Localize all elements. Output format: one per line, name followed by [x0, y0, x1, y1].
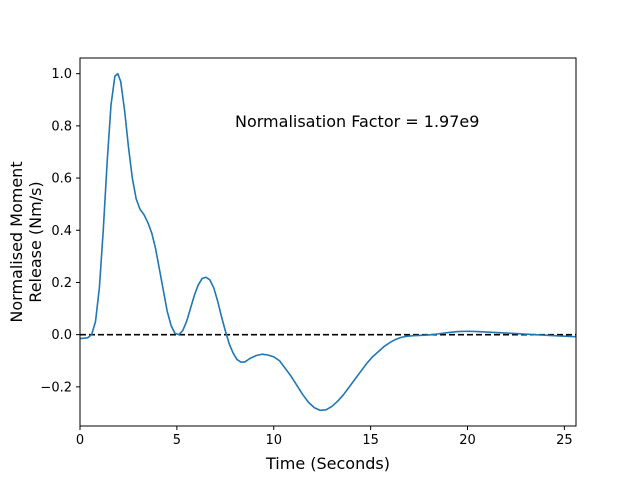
ticks-layer: 0 5 10 15 20 25 −0.2 0.0 0.2 0.4 0.6 0.8 1.0: [40, 67, 572, 448]
x-tick-label: 5: [173, 433, 181, 448]
y-axis-label: Normalised Moment Release (Nm/s): [7, 161, 45, 322]
y-tick-label: 0.0: [51, 328, 72, 343]
y-tick-label: 0.2: [51, 276, 72, 291]
axes-frame: [79, 57, 577, 427]
y-axis-label-line-1: Normalised Moment: [7, 161, 26, 322]
y-tick-label: 0.4: [51, 224, 72, 239]
x-tick-label: 15: [362, 433, 379, 448]
y-tick-label: 0.8: [51, 119, 72, 134]
series-line-1: [80, 72, 576, 412]
y-axis-label-line-2: Release (Nm/s): [26, 181, 45, 302]
x-tick-label: 20: [459, 433, 476, 448]
y-tick-label: −0.2: [40, 380, 72, 395]
y-tick-label: 0.6: [51, 172, 72, 187]
y-tick-label: 1.0: [51, 67, 72, 82]
x-tick-label: 25: [556, 433, 573, 448]
plot-area: [80, 72, 576, 412]
x-tick-label: 10: [265, 433, 282, 448]
x-tick-label: 0: [76, 433, 84, 448]
x-axis-label: Time (Seconds): [265, 454, 390, 473]
normalisation-annotation: Normalisation Factor = 1.97e9: [235, 112, 479, 131]
